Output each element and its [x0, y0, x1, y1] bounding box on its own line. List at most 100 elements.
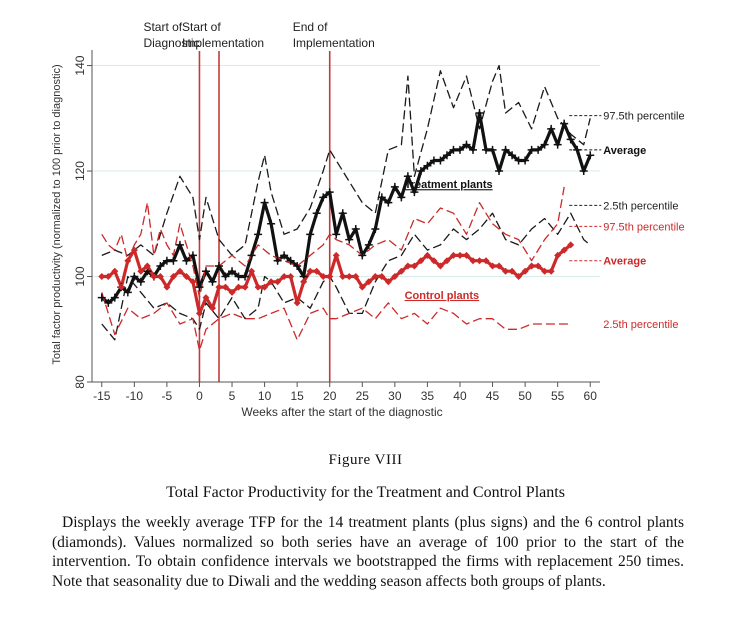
- plus-marker: [345, 235, 354, 244]
- event-label: Start of: [182, 20, 221, 34]
- plus-marker: [442, 151, 451, 160]
- series-annotation: Control plants: [405, 290, 480, 302]
- diamond-marker: [319, 273, 327, 281]
- series-annotation: Treatment plants: [405, 179, 493, 191]
- plus-marker: [104, 298, 113, 307]
- diamond-marker: [208, 304, 216, 312]
- plus-marker: [306, 230, 315, 239]
- plus-marker: [228, 267, 237, 276]
- diamond-marker: [502, 267, 510, 275]
- series-annotation: 2.5th percentile: [603, 200, 678, 212]
- plus-marker: [508, 151, 517, 160]
- x-tick-label: 30: [388, 389, 402, 403]
- plus-marker: [547, 124, 556, 133]
- diamond-marker: [410, 262, 418, 270]
- diamond-marker: [482, 257, 490, 265]
- x-axis-label: Weeks after the start of the diagnostic: [241, 405, 442, 419]
- series-line: [100, 111, 592, 305]
- diamond-marker: [449, 251, 457, 259]
- plus-marker: [332, 230, 341, 239]
- plus-marker: [488, 145, 497, 154]
- diamond-marker: [156, 273, 164, 281]
- diamond-marker: [515, 273, 523, 281]
- plus-marker: [416, 167, 425, 176]
- plus-marker: [123, 288, 132, 297]
- diamond-marker: [417, 257, 425, 265]
- diamond-marker: [150, 273, 158, 281]
- x-tick-label: -5: [162, 389, 173, 403]
- diamond-marker: [469, 257, 477, 265]
- plus-marker: [260, 198, 269, 207]
- plus-marker: [586, 151, 595, 160]
- diamond-marker: [332, 251, 340, 259]
- series-annotation: 97.5th percentile: [603, 221, 684, 233]
- diamond-marker: [339, 273, 347, 281]
- series-annotation: 97.5th percentile: [603, 111, 684, 123]
- plus-marker: [325, 188, 334, 197]
- x-tick-label: -15: [93, 389, 111, 403]
- diamond-marker: [98, 273, 106, 281]
- plus-marker: [540, 140, 549, 149]
- figure-description: Displays the weekly average TFP for the …: [52, 514, 684, 590]
- plus-marker: [293, 261, 302, 270]
- x-tick-label: 25: [356, 389, 370, 403]
- diamond-marker: [534, 262, 542, 270]
- diamond-marker: [261, 283, 269, 291]
- diamond-marker: [254, 283, 262, 291]
- plus-marker: [130, 272, 139, 281]
- plus-marker: [534, 145, 543, 154]
- diamond-marker: [365, 278, 373, 286]
- x-tick-label: 60: [584, 389, 598, 403]
- series-annotation: Average: [603, 145, 646, 157]
- plus-marker: [280, 251, 289, 260]
- plus-marker: [358, 251, 367, 260]
- diamond-marker: [130, 246, 138, 254]
- plus-marker: [579, 167, 588, 176]
- diamond-marker: [554, 251, 562, 259]
- plus-marker: [501, 145, 510, 154]
- x-tick-label: 35: [421, 389, 435, 403]
- plus-marker: [560, 119, 569, 128]
- diamond-marker: [241, 283, 249, 291]
- plus-marker: [351, 225, 360, 234]
- plus-marker: [469, 145, 477, 154]
- plus-marker: [254, 230, 263, 239]
- y-tick-label: 100: [73, 266, 87, 286]
- annotations: 97.5th percentile Average Treatment plants…: [405, 111, 685, 331]
- diamond-marker: [163, 283, 171, 291]
- figure-title: Total Factor Productivity for the Treatm…: [166, 484, 565, 501]
- plus-marker: [390, 182, 399, 191]
- series-annotation: 2.5th percentile: [603, 319, 678, 331]
- diamond-marker: [274, 278, 282, 286]
- diamond-marker: [476, 257, 484, 265]
- diamond-marker: [104, 273, 112, 281]
- series-markers: [97, 109, 595, 317]
- diamond-marker: [430, 257, 438, 265]
- plus-marker: [423, 161, 432, 170]
- event-label: End of: [293, 20, 328, 34]
- event-label: Diagnostic: [143, 36, 199, 50]
- y-tick-label: 120: [73, 161, 87, 181]
- plus-marker: [215, 261, 223, 270]
- plus-marker: [371, 225, 380, 234]
- diamond-marker: [345, 273, 353, 281]
- diamond-marker: [404, 262, 412, 270]
- plus-marker: [221, 272, 230, 281]
- diamond-marker: [371, 273, 379, 281]
- plus-marker: [475, 109, 484, 118]
- plus-marker: [455, 145, 464, 154]
- diamond-marker: [143, 262, 151, 270]
- diamond-marker: [176, 267, 184, 275]
- diamond-marker: [306, 267, 314, 275]
- plus-marker: [384, 198, 393, 207]
- diamond-marker: [560, 246, 568, 254]
- plus-marker: [175, 240, 184, 249]
- y-tick-label: 140: [73, 55, 87, 75]
- diamond-marker: [384, 278, 392, 286]
- plus-marker: [364, 240, 373, 249]
- x-tick-label: 45: [486, 389, 500, 403]
- plus-marker: [273, 256, 282, 265]
- diamond-marker: [378, 273, 386, 281]
- plus-marker: [312, 209, 321, 218]
